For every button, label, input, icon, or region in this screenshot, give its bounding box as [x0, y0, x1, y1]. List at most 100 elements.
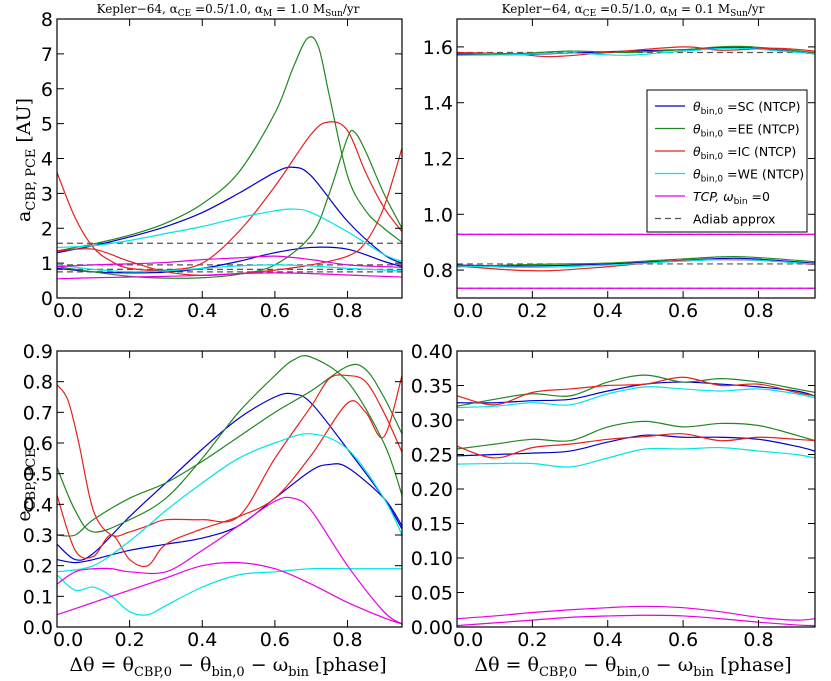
- y-tick-label: 5: [41, 114, 53, 136]
- y-tick-label: 0.40: [411, 341, 453, 363]
- x-tick-label: 0.4: [593, 300, 623, 322]
- x-tick-label: 0.4: [593, 629, 623, 651]
- series-ic-low: [57, 147, 402, 276]
- y-tick-label: 7: [41, 44, 53, 66]
- x-tick-label: 0.2: [517, 629, 547, 651]
- y-tick-label: 0: [41, 288, 53, 310]
- series-sc-low: [457, 434, 815, 457]
- x-tick-label: 0.2: [115, 629, 145, 651]
- x-tick-label: 0.8: [332, 300, 362, 322]
- y-tick-label: 8: [41, 9, 53, 31]
- y-tick-label: 0.9: [23, 341, 53, 363]
- series-ic-a: [57, 374, 402, 537]
- series-ic-high: [457, 376, 815, 406]
- series-we-high: [457, 386, 815, 409]
- title-top-right: Kepler−64, αCE =0.5/1.0, αM = 0.1 MSun/y…: [502, 2, 765, 19]
- series-tcp-low: [457, 614, 815, 627]
- y-tick-label: 6: [41, 79, 53, 101]
- panel-top-right: 0.0 0.2 0.4 0.6 0.8 0.8 1.0 1.2 1.4 1.6: [423, 18, 816, 322]
- x-tick-label: 0.6: [668, 629, 698, 651]
- series-tcp-high: [57, 255, 402, 268]
- x-tick-label: 0.6: [668, 300, 698, 322]
- series-ee-low: [457, 256, 815, 268]
- xlabel-bottom-right: Δθ = θCBP,0 − θbin,0 − ωbin [phase]: [474, 654, 791, 680]
- y-tick-label: 0.05: [411, 583, 453, 605]
- series-we-b: [57, 567, 402, 616]
- series-ee-high: [457, 374, 815, 407]
- y-tick-label: 0.20: [411, 479, 453, 501]
- plot-area: [57, 36, 402, 280]
- series-ee-a: [57, 355, 402, 533]
- x-tick-label: 0.8: [743, 300, 773, 322]
- series-ee-high: [57, 36, 402, 252]
- legend-label-we: θbin,0 =WE (NTCP): [693, 167, 804, 185]
- x-tick-label: 0.2: [115, 300, 145, 322]
- y-tick-label: 0.35: [411, 376, 453, 398]
- plot-area: [57, 355, 402, 625]
- series-ee-low: [457, 420, 815, 450]
- series-sc-low: [457, 257, 815, 267]
- y-tick-label: 1.6: [423, 37, 453, 59]
- series-ic-b: [57, 375, 402, 568]
- legend-box: [646, 89, 808, 233]
- x-tick-label: 0.4: [187, 629, 217, 651]
- axes-frame: [56, 350, 403, 628]
- ylabel-bottom-left: eCBP, PCE: [13, 448, 39, 521]
- y-tick-label: 0.00: [411, 617, 453, 639]
- y-tick-label: 0.2: [23, 556, 53, 578]
- series-we-a: [57, 433, 402, 573]
- ylabel-top-left: aCBP, PCE [AU]: [13, 98, 39, 222]
- x-tick-label: 0.2: [517, 300, 547, 322]
- y-tick-label: 1.2: [423, 149, 453, 171]
- y-tick-label: 0.30: [411, 410, 453, 432]
- y-tick-label: 0.7: [23, 402, 53, 424]
- plot-area: [457, 45, 815, 289]
- x-tick-label: 0.8: [743, 629, 773, 651]
- xlabel-bottom-left: Δθ = θCBP,0 − θbin,0 − ωbin [phase]: [69, 654, 386, 680]
- x-tick-label: 0.6: [260, 300, 290, 322]
- series-tcp-low: [57, 272, 402, 280]
- series-we-high: [457, 47, 815, 56]
- series-we-low: [57, 264, 402, 273]
- x-tick-label: 0.0: [53, 300, 83, 322]
- y-tick-label: 0.10: [411, 548, 453, 570]
- series-sc-low: [57, 246, 402, 274]
- series-ic-high: [57, 121, 402, 271]
- y-tick-label: 0.8: [423, 260, 453, 282]
- x-tick-label: 0.0: [453, 300, 483, 322]
- series-we-low: [457, 446, 815, 468]
- legend-label-ic: θbin,0 =IC (NTCP): [693, 144, 796, 162]
- legend-label-adiab: Adiab approx: [693, 212, 775, 227]
- y-tick-label: 1: [41, 253, 53, 275]
- series-tcp-high: [457, 605, 815, 621]
- x-tick-label: 0.0: [453, 629, 483, 651]
- y-tick-label: 1.0: [423, 204, 453, 226]
- series-we-high: [57, 208, 402, 262]
- y-tick-label: 0.4: [23, 494, 53, 516]
- y-tick-label: 1.4: [423, 93, 453, 115]
- x-tick-label: 0.4: [187, 300, 217, 322]
- series-we-low: [457, 258, 815, 268]
- y-tick-label: 0.25: [411, 445, 453, 467]
- plot-area: [457, 374, 815, 627]
- legend-label-sc: θbin,0 =SC (NTCP): [693, 99, 801, 117]
- x-tick-label: 0.8: [332, 629, 362, 651]
- y-tick-label: 0.0: [23, 617, 53, 639]
- panel-bottom-right: 0.0 0.2 0.4 0.6 0.8 0.00 0.05 0.10 0.15 0.20 0.25 0…: [411, 341, 816, 651]
- y-tick-label: 0.6: [23, 433, 53, 455]
- y-tick-label: 0.1: [23, 586, 53, 608]
- legend: θbin,0 =SC (NTCP) θbin,0 =EE (NTCP) θbin,0…: [646, 89, 808, 233]
- series-sc-high: [57, 166, 402, 264]
- y-tick-label: 0.8: [23, 372, 53, 394]
- legend-label-tcp: TCP, ωbin =0: [693, 189, 770, 207]
- panel-top-left: 0.0 0.2 0.4 0.6 0.8 0 1 2 3 4 5 6 7 8: [41, 9, 403, 322]
- series-tcp-b: [57, 561, 402, 625]
- y-tick-label: 0.3: [23, 525, 53, 547]
- series-ee-b: [57, 363, 402, 537]
- y-tick-label: 2: [41, 218, 53, 240]
- panel-bottom-left: 0.0 0.2 0.4 0.6 0.80.00.10.20.30.40.50.60.70…: [23, 341, 403, 651]
- legend-label-ee: θbin,0 =EE (NTCP): [693, 122, 800, 140]
- series-tcp-a: [57, 496, 402, 625]
- x-tick-label: 0.0: [53, 629, 83, 651]
